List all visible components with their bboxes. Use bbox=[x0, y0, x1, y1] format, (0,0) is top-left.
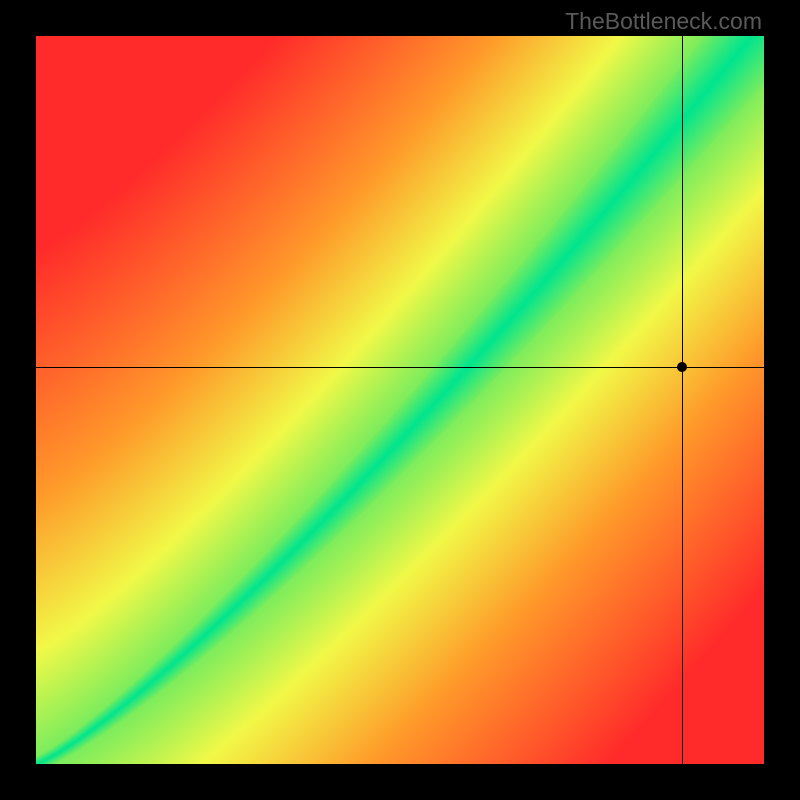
crosshair-horizontal bbox=[36, 367, 764, 368]
heatmap-canvas bbox=[36, 36, 764, 764]
watermark-text: TheBottleneck.com bbox=[565, 8, 762, 35]
heatmap-plot bbox=[36, 36, 764, 764]
crosshair-vertical bbox=[682, 36, 683, 764]
crosshair-dot bbox=[677, 362, 687, 372]
chart-frame: TheBottleneck.com bbox=[0, 0, 800, 800]
